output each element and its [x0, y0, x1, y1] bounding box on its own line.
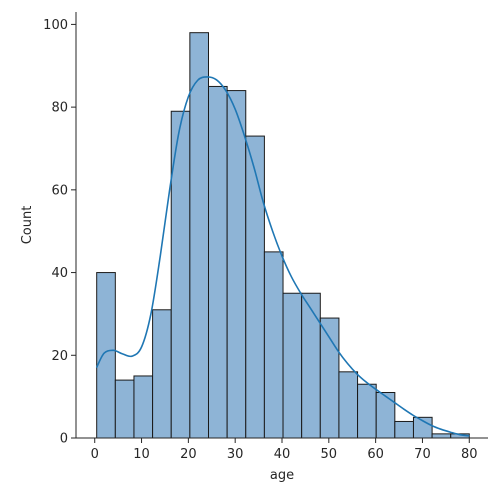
histogram-bar	[152, 309, 172, 439]
histogram-bar	[431, 433, 452, 439]
x-axis-label: age	[270, 468, 294, 483]
y-tick-label: 80	[51, 101, 68, 116]
histogram-bar	[357, 383, 377, 439]
y-tick-label: 0	[60, 432, 68, 447]
x-tick-label: 60	[367, 447, 384, 462]
histogram-bar	[245, 135, 265, 439]
x-tick-label: 80	[461, 447, 478, 462]
y-tick-label: 60	[51, 183, 68, 198]
histogram-bar	[114, 379, 135, 439]
y-tick-label: 40	[51, 266, 68, 281]
y-tick-label: 20	[51, 349, 68, 364]
x-tick-label: 70	[414, 447, 431, 462]
histogram-bar	[301, 292, 321, 439]
y-axis-ticks: 0 20 40 60 80 100	[43, 18, 76, 447]
histogram-bar	[394, 420, 414, 439]
histogram-bar	[133, 375, 154, 439]
x-tick-label: 0	[91, 447, 99, 462]
x-axis-ticks: 0 10 20 30 40 50 60 70 80	[91, 438, 478, 462]
histogram-bar	[375, 392, 396, 439]
histogram-bar	[282, 292, 303, 439]
histogram-bar	[319, 317, 340, 439]
x-tick-label: 30	[227, 447, 244, 462]
histogram-bar	[263, 251, 284, 439]
x-tick-label: 20	[180, 447, 197, 462]
histogram-bars	[96, 32, 470, 439]
histogram-bar	[338, 371, 359, 439]
x-tick-label: 10	[133, 447, 150, 462]
x-tick-label: 40	[274, 447, 291, 462]
histogram-bar	[226, 90, 247, 439]
histogram-bar	[96, 272, 116, 439]
y-tick-label: 100	[43, 18, 68, 33]
kde-curve	[95, 76, 470, 437]
histogram-bar	[207, 85, 228, 439]
histogram-bar	[189, 32, 209, 439]
x-tick-label: 50	[321, 447, 338, 462]
y-axis-label: Count	[20, 206, 35, 245]
